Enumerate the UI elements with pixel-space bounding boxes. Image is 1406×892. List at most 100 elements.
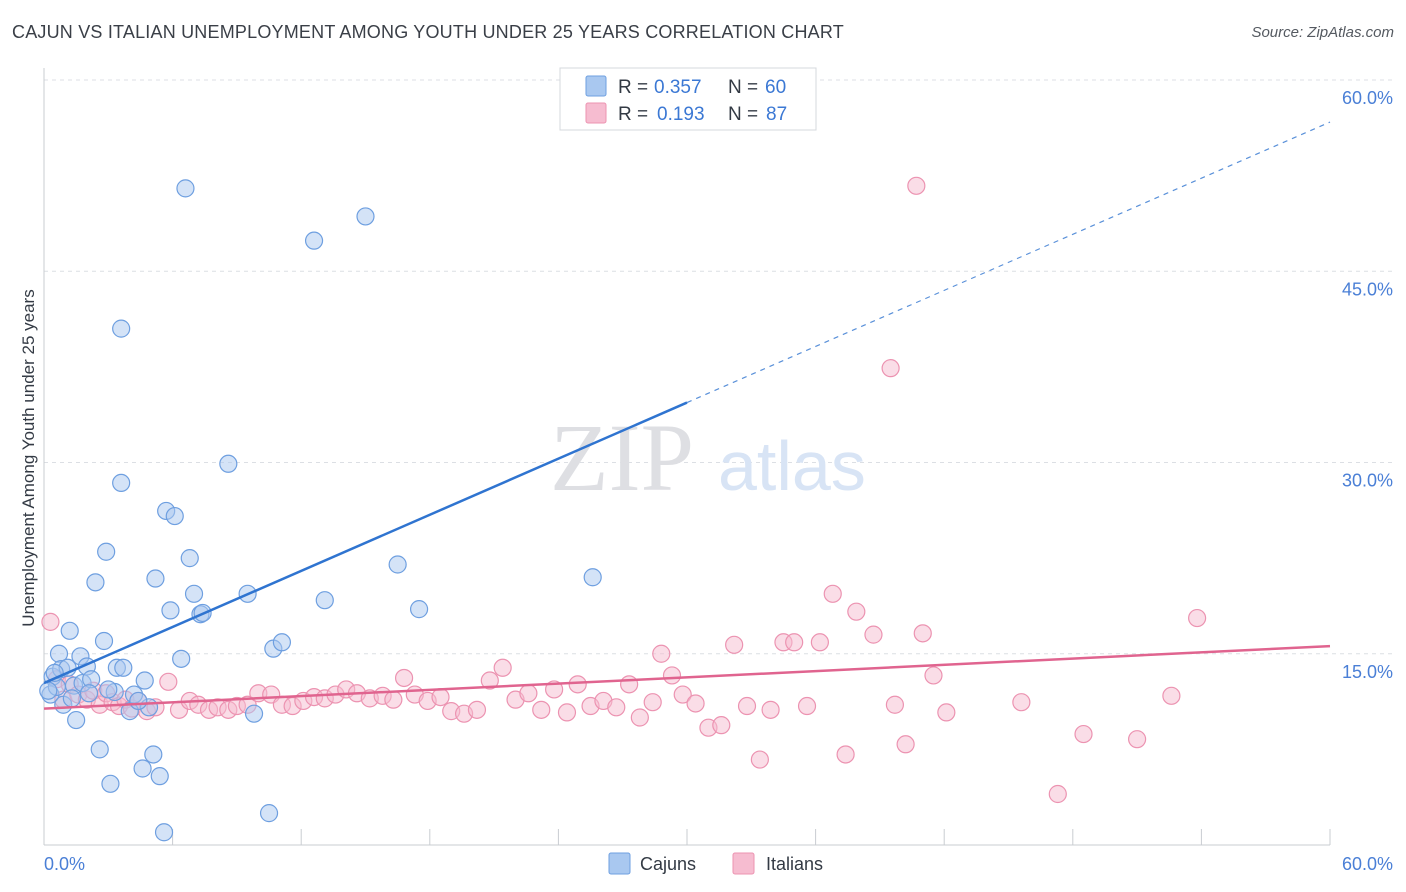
italian-point-56 bbox=[620, 675, 639, 694]
cajun-point-9 bbox=[67, 710, 86, 730]
italian-point-76 bbox=[864, 625, 883, 644]
grid-lines bbox=[44, 79, 1393, 655]
italian-point-59 bbox=[652, 644, 671, 663]
cajun-point-58 bbox=[62, 689, 81, 708]
italian-point-45 bbox=[480, 671, 499, 690]
x-tick-label-min: 0.0% bbox=[44, 854, 85, 874]
legend-italian-n-label: N = bbox=[728, 104, 758, 125]
legend-cajun-r-value: 0.357 bbox=[654, 77, 702, 98]
x-tick-label-max: 60.0% bbox=[1342, 854, 1393, 874]
cajun-point-54 bbox=[39, 681, 58, 700]
cajun-point-34 bbox=[161, 601, 180, 620]
axes bbox=[43, 68, 1331, 846]
cajun-point-18 bbox=[101, 774, 120, 793]
cajun-point-47 bbox=[272, 633, 292, 652]
italian-trend-line bbox=[43, 644, 1331, 710]
cajun-point-49 bbox=[315, 591, 334, 610]
cajun-point-17 bbox=[97, 542, 116, 561]
cajun-point-21 bbox=[112, 319, 131, 338]
legend-cajun-r-label: R = bbox=[618, 77, 648, 98]
legend-box: R = 0.357 N = 60 R = 0.193 N = 87 bbox=[559, 67, 817, 131]
legend-italian-swatch bbox=[585, 102, 607, 124]
watermark: ZIP atlas bbox=[550, 404, 866, 511]
italian-point-57 bbox=[630, 708, 649, 727]
italian-point-44 bbox=[467, 700, 487, 719]
cajun-point-38 bbox=[180, 549, 199, 568]
italian-point-84 bbox=[1048, 784, 1067, 804]
bottom-legend-cajun-swatch bbox=[608, 852, 631, 875]
y-axis-label: Unemployment Among Youth under 25 years bbox=[19, 289, 38, 626]
cajun-point-32 bbox=[154, 823, 174, 842]
italian-point-82 bbox=[937, 703, 956, 722]
bottom-legend-italian-swatch bbox=[732, 852, 755, 875]
cajun-point-57 bbox=[99, 680, 118, 699]
legend-cajun-n-label: N = bbox=[728, 77, 758, 98]
y-tick-label-0: 15.0% bbox=[1342, 662, 1393, 682]
cajun-point-51 bbox=[388, 555, 407, 574]
cajun-point-36 bbox=[172, 649, 191, 668]
italian-point-68 bbox=[761, 700, 780, 719]
chart-source: Source: ZipAtlas.com bbox=[1251, 24, 1394, 41]
italian-point-87 bbox=[1162, 686, 1181, 705]
legend-italian-r-label: R = bbox=[618, 104, 648, 125]
italian-point-62 bbox=[686, 694, 705, 713]
y-tick-label-3: 60.0% bbox=[1342, 88, 1393, 108]
italian-point-74 bbox=[836, 745, 855, 764]
cajun-point-48 bbox=[304, 231, 324, 250]
italian-point-77 bbox=[885, 695, 905, 714]
italian-point-60 bbox=[662, 666, 682, 685]
italian-point-75 bbox=[847, 602, 866, 621]
cajun-point-53 bbox=[583, 568, 602, 587]
legend-cajun-n-value: 60 bbox=[765, 77, 786, 98]
italian-point-83 bbox=[1012, 693, 1031, 712]
bottom-legend-italian-label: Italians bbox=[766, 854, 823, 874]
italian-point-72 bbox=[810, 633, 829, 652]
cajun-point-7 bbox=[60, 621, 79, 640]
y-tick-labels: 15.0% 30.0% 45.0% 60.0% bbox=[1342, 88, 1393, 682]
legend-italian-r-value: 0.193 bbox=[657, 104, 705, 125]
italian-point-86 bbox=[1127, 730, 1147, 749]
italian-point-46 bbox=[493, 658, 512, 677]
cajun-point-50 bbox=[356, 207, 375, 226]
cajun-point-45 bbox=[259, 804, 279, 823]
italian-point-41 bbox=[431, 687, 450, 707]
italian-point-55 bbox=[607, 698, 626, 717]
italian-point-51 bbox=[557, 703, 577, 722]
chart-title: CAJUN VS ITALIAN UNEMPLOYMENT AMONG YOUT… bbox=[12, 22, 844, 42]
italian-point-85 bbox=[1074, 724, 1093, 744]
italian-point-88 bbox=[1188, 608, 1207, 628]
cajun-point-59 bbox=[129, 691, 148, 711]
italian-point-73 bbox=[823, 584, 842, 603]
cajun-point-35 bbox=[165, 506, 184, 526]
watermark-zip: ZIP bbox=[550, 404, 694, 511]
italian-point-64 bbox=[712, 716, 731, 735]
italian-point-79 bbox=[907, 176, 926, 195]
legend-cajun-swatch bbox=[585, 75, 607, 97]
cajun-point-23 bbox=[112, 473, 131, 492]
italian-point-16 bbox=[159, 672, 178, 691]
italian-point-66 bbox=[737, 696, 757, 716]
italian-point-49 bbox=[532, 700, 551, 719]
italian-point-78 bbox=[896, 735, 915, 754]
italian-point-37 bbox=[384, 690, 403, 709]
italian-point-65 bbox=[725, 635, 744, 654]
cajun-point-42 bbox=[219, 454, 238, 473]
cajun-point-29 bbox=[144, 745, 163, 764]
italian-point-81 bbox=[924, 666, 943, 685]
cajun-trend-line bbox=[43, 401, 688, 685]
cajun-trend-extension bbox=[686, 121, 1331, 404]
cajun-point-52 bbox=[409, 600, 429, 619]
y-tick-label-1: 30.0% bbox=[1342, 471, 1393, 491]
italian-point-80 bbox=[913, 624, 932, 643]
trend-lines bbox=[43, 121, 1331, 710]
bottom-legend: Cajuns Italians bbox=[608, 852, 823, 875]
cajun-point-22 bbox=[114, 658, 133, 677]
italian-point-89 bbox=[881, 359, 900, 378]
cajun-point-15 bbox=[90, 740, 109, 759]
italian-point-58 bbox=[643, 693, 662, 712]
cajun-point-26 bbox=[133, 759, 152, 778]
italian-point-71 bbox=[797, 696, 817, 716]
y-tick-label-2: 45.0% bbox=[1342, 279, 1393, 299]
italian-point-0 bbox=[41, 612, 60, 631]
